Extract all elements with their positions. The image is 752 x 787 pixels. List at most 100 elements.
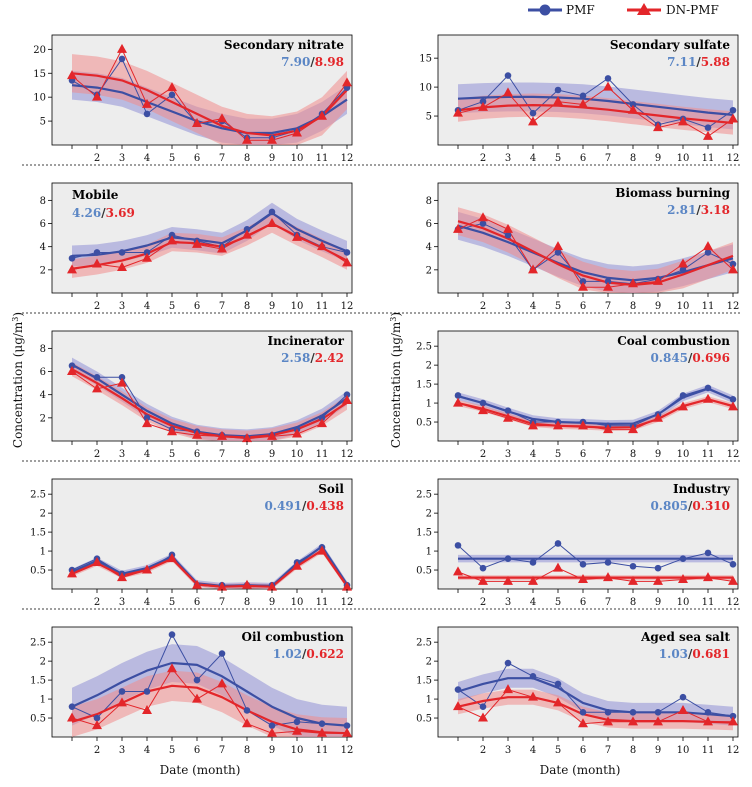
point-dn-pmf xyxy=(292,231,302,241)
x-tick-label: 4 xyxy=(530,301,536,312)
point-dn-pmf xyxy=(342,581,352,591)
y-tick-label: 6 xyxy=(40,367,46,378)
point-pmf xyxy=(579,92,587,100)
point-dn-pmf xyxy=(678,401,688,411)
y-tick-label: 1 xyxy=(40,547,46,558)
x-tick-label: 10 xyxy=(291,597,304,608)
point-dn-pmf xyxy=(317,241,327,251)
x-tick-label: 12 xyxy=(727,153,740,164)
x-tick-label: 4 xyxy=(530,153,536,164)
point-dn-pmf xyxy=(453,107,463,117)
x-tick-label: 4 xyxy=(530,745,536,756)
trend-line-dn-pmf xyxy=(457,104,734,125)
point-pmf xyxy=(679,266,687,274)
stat-separator: / xyxy=(302,647,307,661)
point-dn-pmf xyxy=(217,243,227,253)
point-dn-pmf xyxy=(217,430,227,440)
point-pmf xyxy=(143,110,151,118)
point-dn-pmf xyxy=(92,258,102,268)
y-tick-label: 5 xyxy=(426,112,432,123)
x-tick-label: 3 xyxy=(505,301,511,312)
stat-separator: / xyxy=(696,55,701,69)
x-tick-label: 5 xyxy=(169,597,175,608)
point-pmf xyxy=(243,226,251,233)
panel-7: 0.5 1 1.5 2 2.5 2 3 4 5 6 7 8 9 10 11 12 Industry 0.805/0… xyxy=(416,478,739,608)
panel-stats: 1.02/0.622 xyxy=(273,647,344,661)
x-tick-label: 7 xyxy=(219,745,225,756)
stat-dn-pmf: 3.18 xyxy=(701,203,730,217)
point-dn-pmf xyxy=(217,678,227,688)
stat-separator: / xyxy=(302,499,307,513)
stat-separator: / xyxy=(101,206,106,220)
stat-dn-pmf: 8.98 xyxy=(315,55,344,69)
point-dn-pmf xyxy=(217,113,227,123)
panel-1: 5 10 15 2 3 4 5 6 7 8 9 10 11 12 Secondary sulfate 7.11… xyxy=(419,34,740,164)
stat-dn-pmf: 2.42 xyxy=(315,351,344,365)
stat-dn-pmf: 3.69 xyxy=(106,206,135,220)
point-dn-pmf xyxy=(342,257,352,267)
y-tick-label: 4 xyxy=(40,390,46,401)
x-tick-label: 7 xyxy=(605,449,611,460)
stat-dn-pmf: 0.681 xyxy=(692,647,730,661)
x-tick-label: 11 xyxy=(316,301,329,312)
point-pmf xyxy=(454,686,462,693)
point-dn-pmf xyxy=(92,91,102,101)
point-pmf xyxy=(604,278,612,285)
point-pmf xyxy=(729,712,737,720)
panel-2: 2 4 6 8 2 3 4 5 6 7 8 9 10 11 12 Mobile 4.26/3.69 xyxy=(40,182,353,312)
stat-separator: / xyxy=(688,499,693,513)
point-pmf xyxy=(193,676,201,684)
point-pmf xyxy=(143,414,151,422)
x-tick-label: 3 xyxy=(505,745,511,756)
point-pmf xyxy=(293,718,301,726)
point-dn-pmf xyxy=(628,104,638,114)
point-pmf xyxy=(529,559,537,566)
stat-separator: / xyxy=(688,647,693,661)
point-pmf xyxy=(629,101,637,108)
legend-pmf-marker xyxy=(539,4,551,16)
trend-line-dn-pmf xyxy=(71,222,348,270)
point-pmf xyxy=(479,564,487,572)
point-dn-pmf xyxy=(528,691,538,701)
legend-dn-marker xyxy=(637,3,651,15)
x-tick-label: 8 xyxy=(630,597,636,608)
y-tick-label: 8 xyxy=(426,196,432,207)
x-tick-label: 9 xyxy=(655,745,661,756)
point-pmf xyxy=(68,362,76,370)
stat-pmf: 1.03 xyxy=(659,647,688,661)
point-dn-pmf xyxy=(628,575,638,585)
x-tick-label: 11 xyxy=(702,153,715,164)
point-dn-pmf xyxy=(167,663,177,673)
point-dn-pmf xyxy=(528,116,538,126)
point-pmf xyxy=(93,714,101,722)
point-dn-pmf xyxy=(192,579,202,589)
ci-band-dn-pmf xyxy=(72,670,347,737)
trend-line-dn-pmf xyxy=(457,220,734,286)
y-tick-label: 2.5 xyxy=(30,638,46,649)
x-tick-label: 11 xyxy=(702,745,715,756)
stat-pmf: 0.491 xyxy=(264,499,302,513)
x-axis-label-left: Date (month) xyxy=(160,763,241,777)
ci-band-dn-pmf xyxy=(458,207,733,293)
y-tick-label: 2 xyxy=(40,265,46,276)
trend-line-pmf xyxy=(71,363,348,438)
point-dn-pmf xyxy=(653,716,663,726)
point-pmf xyxy=(118,249,126,256)
panel-3: 2 4 6 8 2 3 4 5 6 7 8 9 10 11 12 Biomass burning 2.81/3.… xyxy=(426,182,739,312)
point-dn-pmf xyxy=(578,718,588,728)
point-dn-pmf xyxy=(453,566,463,576)
point-pmf xyxy=(704,709,712,716)
stat-separator: / xyxy=(688,351,693,365)
point-dn-pmf xyxy=(728,264,738,274)
point-pmf xyxy=(243,707,251,714)
point-pmf xyxy=(118,374,126,381)
stat-separator: / xyxy=(310,55,315,69)
point-dn-pmf xyxy=(653,412,663,422)
point-dn-pmf xyxy=(628,716,638,726)
series-line-pmf xyxy=(457,662,734,717)
x-tick-label: 2 xyxy=(94,745,100,756)
point-pmf xyxy=(318,414,326,422)
legend: PMF DN-PMF xyxy=(528,3,719,17)
y-tick-label: 2 xyxy=(40,509,46,520)
